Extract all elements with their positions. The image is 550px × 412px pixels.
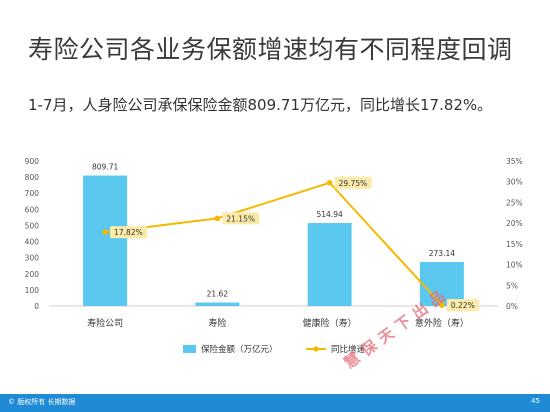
y-left-tick-label: 300 bbox=[25, 254, 40, 263]
bar-value-label: 514.94 bbox=[317, 210, 343, 219]
y-left-tick-label: 100 bbox=[25, 286, 40, 295]
y-right-tick-label: 10% bbox=[506, 261, 523, 270]
legend-bar-label: 保险金额（万亿元） bbox=[201, 344, 278, 355]
bar-4 bbox=[419, 261, 464, 306]
y-left-tick-label: 800 bbox=[25, 173, 40, 182]
y-left-tick-label: 500 bbox=[25, 221, 40, 230]
bar-2 bbox=[195, 302, 240, 306]
y-left-tick-label: 600 bbox=[25, 205, 40, 214]
line-value-label: 0.22% bbox=[451, 301, 475, 310]
y-right-tick-label: 0% bbox=[506, 302, 518, 311]
slide-title: 寿险公司各业务保额增速均有不同程度回调 bbox=[28, 35, 513, 64]
page-number: 45 bbox=[531, 397, 540, 405]
line-value-label: 17.82% bbox=[114, 228, 143, 237]
line-label-box bbox=[334, 176, 372, 189]
legend-line-marker bbox=[313, 346, 319, 352]
bar-3 bbox=[307, 223, 352, 306]
slide-subtitle: 1-7月，人身险公司承保保险金额809.71万亿元，同比增长17.82%。 bbox=[28, 96, 493, 114]
y-left-tick-label: 400 bbox=[25, 238, 40, 247]
y-right-tick-label: 15% bbox=[506, 240, 523, 249]
line-point-3 bbox=[326, 179, 333, 186]
y-left-tick-label: 900 bbox=[25, 157, 40, 166]
line-point-4 bbox=[439, 302, 445, 308]
y-right-tick-label: 25% bbox=[506, 198, 523, 207]
line-label-box bbox=[222, 212, 260, 225]
y-left-tick-label: 200 bbox=[25, 270, 40, 279]
legend-bar-swatch bbox=[183, 345, 196, 353]
line-series-path bbox=[105, 181, 443, 306]
line-point-1 bbox=[102, 229, 108, 235]
y-right-tick-label: 30% bbox=[506, 178, 523, 187]
y-right-tick-label: 20% bbox=[506, 219, 523, 228]
y-left-tick-label: 0 bbox=[34, 302, 39, 311]
footer-bar: © 版权所有 长期数据 45 bbox=[0, 394, 550, 412]
legend-line-label: 同比增速 bbox=[331, 344, 366, 355]
x-tick-label: 寿险 bbox=[208, 317, 226, 329]
y-right-tick-label: 5% bbox=[506, 281, 518, 290]
y-left-tick-label: 700 bbox=[25, 189, 40, 198]
line-label-box bbox=[446, 299, 479, 312]
bar-value-label: 809.71 bbox=[92, 163, 118, 172]
line-point-2 bbox=[214, 215, 221, 222]
x-tick-label: 寿险公司 bbox=[87, 317, 123, 329]
bar-value-label: 21.62 bbox=[207, 290, 229, 299]
x-tick-label: 健康险（寿） bbox=[303, 317, 357, 329]
x-tick-label: 意外险（寿） bbox=[415, 317, 469, 329]
line-label-box bbox=[110, 226, 147, 239]
footer-copyright: © 版权所有 长期数据 bbox=[8, 398, 76, 406]
bar-value-label: 273.14 bbox=[429, 249, 455, 258]
line-value-label: 29.75% bbox=[339, 179, 368, 188]
y-right-tick-label: 35% bbox=[506, 157, 523, 166]
line-value-label: 21.15% bbox=[226, 214, 255, 223]
bar-1 bbox=[83, 175, 128, 306]
